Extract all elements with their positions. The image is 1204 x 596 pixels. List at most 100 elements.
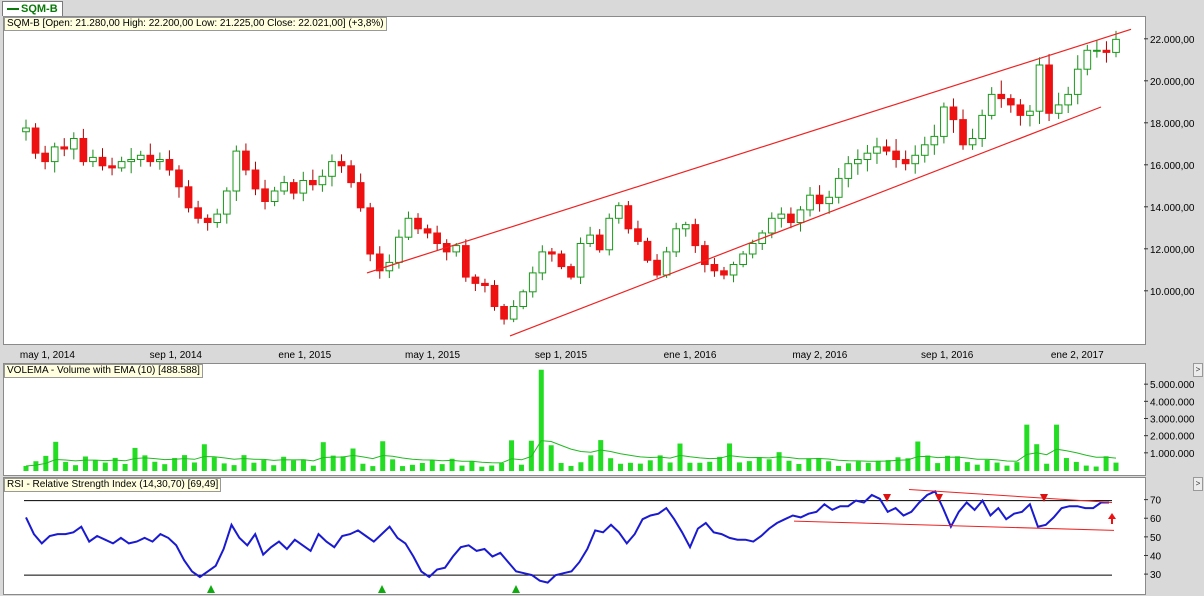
candle	[586, 226, 594, 248]
candle-down	[375, 253, 384, 272]
buy-signal-icon	[378, 585, 386, 593]
candle-down	[461, 245, 470, 278]
volume-bar	[618, 463, 624, 471]
candle	[1006, 94, 1015, 113]
candle	[701, 240, 709, 273]
candle-up	[681, 224, 690, 230]
candle-down	[959, 119, 967, 146]
candle	[1112, 30, 1120, 58]
candle	[968, 128, 977, 150]
candle-down	[423, 228, 432, 234]
date-tick-label: may 1, 2014	[20, 350, 75, 361]
rsi-tick-label: 70	[1150, 496, 1162, 507]
rsi-panel-expand-icon[interactable]: >	[1193, 477, 1203, 491]
volume-panel[interactable]: VOLEMA - Volume with EMA (10) [488.588]	[3, 363, 1146, 476]
volume-panel-expand-icon[interactable]: >	[1193, 363, 1203, 377]
candle-up	[1093, 49, 1101, 52]
volume-bar	[1103, 456, 1109, 471]
series-swatch-icon	[7, 8, 19, 11]
candle	[576, 237, 585, 285]
symbol-tab[interactable]: SQM-B	[2, 1, 63, 16]
candle-up	[127, 159, 136, 163]
volume-bar	[251, 462, 257, 471]
volume-bar	[429, 460, 435, 471]
candle	[567, 263, 575, 280]
candle	[442, 239, 451, 261]
rsi-tick-label: 40	[1150, 551, 1162, 562]
volume-bar	[63, 462, 69, 471]
candle	[308, 169, 317, 191]
candle-down	[146, 154, 155, 163]
candle-up	[672, 228, 681, 253]
sell-signal-icon	[935, 494, 943, 502]
candle-up	[1112, 38, 1120, 53]
candle	[423, 224, 432, 239]
candle-up	[930, 135, 939, 146]
candle-down	[414, 217, 422, 230]
candle	[1054, 92, 1063, 119]
volume-bar	[320, 442, 326, 471]
volume-bar	[697, 462, 703, 471]
volume-chart[interactable]	[4, 364, 1145, 475]
candle	[892, 139, 900, 168]
candle-down	[691, 224, 700, 247]
volume-bar	[53, 441, 59, 471]
volume-bar	[1014, 462, 1020, 471]
candle-down	[289, 182, 298, 194]
candle-up	[89, 156, 97, 163]
candle-down	[366, 207, 375, 255]
candle-up	[605, 217, 614, 251]
volume-bar	[370, 466, 376, 471]
candle-down	[471, 276, 480, 284]
candle	[366, 202, 375, 262]
volume-bar	[736, 462, 742, 471]
volume-bar	[727, 443, 733, 471]
price-chart[interactable]	[4, 17, 1145, 344]
candle	[643, 237, 652, 263]
candle-up	[729, 264, 738, 276]
candle	[1026, 105, 1034, 127]
volume-bar	[637, 463, 643, 471]
volume-bar	[925, 455, 931, 471]
candle	[318, 169, 327, 192]
candle-down	[643, 240, 652, 261]
rsi-chart[interactable]	[4, 478, 1145, 594]
volume-bar	[796, 464, 802, 471]
volume-bar	[855, 461, 861, 471]
volume-bar	[132, 447, 138, 471]
candle	[347, 160, 355, 188]
volume-bar	[667, 462, 673, 471]
candle-down	[500, 306, 508, 320]
volume-bar	[469, 460, 475, 471]
candle-up	[940, 106, 948, 137]
volume-bar	[281, 456, 287, 471]
volume-bar	[1034, 444, 1040, 471]
candle	[242, 143, 250, 176]
volume-tick-label: 3.000.000	[1150, 415, 1195, 426]
candle	[414, 213, 422, 234]
candle-up	[1026, 110, 1034, 116]
rsi-panel[interactable]: RSI - Relative Strength Index (14,30,70)…	[3, 477, 1146, 595]
candle-down	[261, 188, 269, 202]
candle-down	[892, 150, 900, 161]
price-panel-title: SQM-B [Open: 21.280,00 High: 22.200,00 L…	[4, 17, 387, 31]
candle-down	[308, 180, 317, 186]
candle	[146, 143, 155, 167]
volume-bar	[786, 460, 792, 471]
candle-down	[997, 93, 1006, 100]
candle	[672, 222, 681, 257]
volume-bar	[836, 465, 842, 471]
candle-up	[156, 159, 164, 163]
volume-bar	[499, 463, 505, 471]
candle	[22, 119, 30, 141]
candle-up	[270, 190, 279, 202]
candle	[1016, 99, 1025, 126]
candle	[806, 187, 814, 217]
volume-bar	[538, 369, 544, 471]
volume-bar	[885, 460, 891, 471]
price-panel[interactable]: SQM-B [Open: 21.280,00 High: 22.200,00 L…	[3, 16, 1146, 345]
price-tick-label: 20.000,00	[1150, 77, 1195, 88]
candle-down	[567, 266, 575, 278]
candle-down	[184, 186, 193, 209]
candle	[863, 144, 872, 172]
